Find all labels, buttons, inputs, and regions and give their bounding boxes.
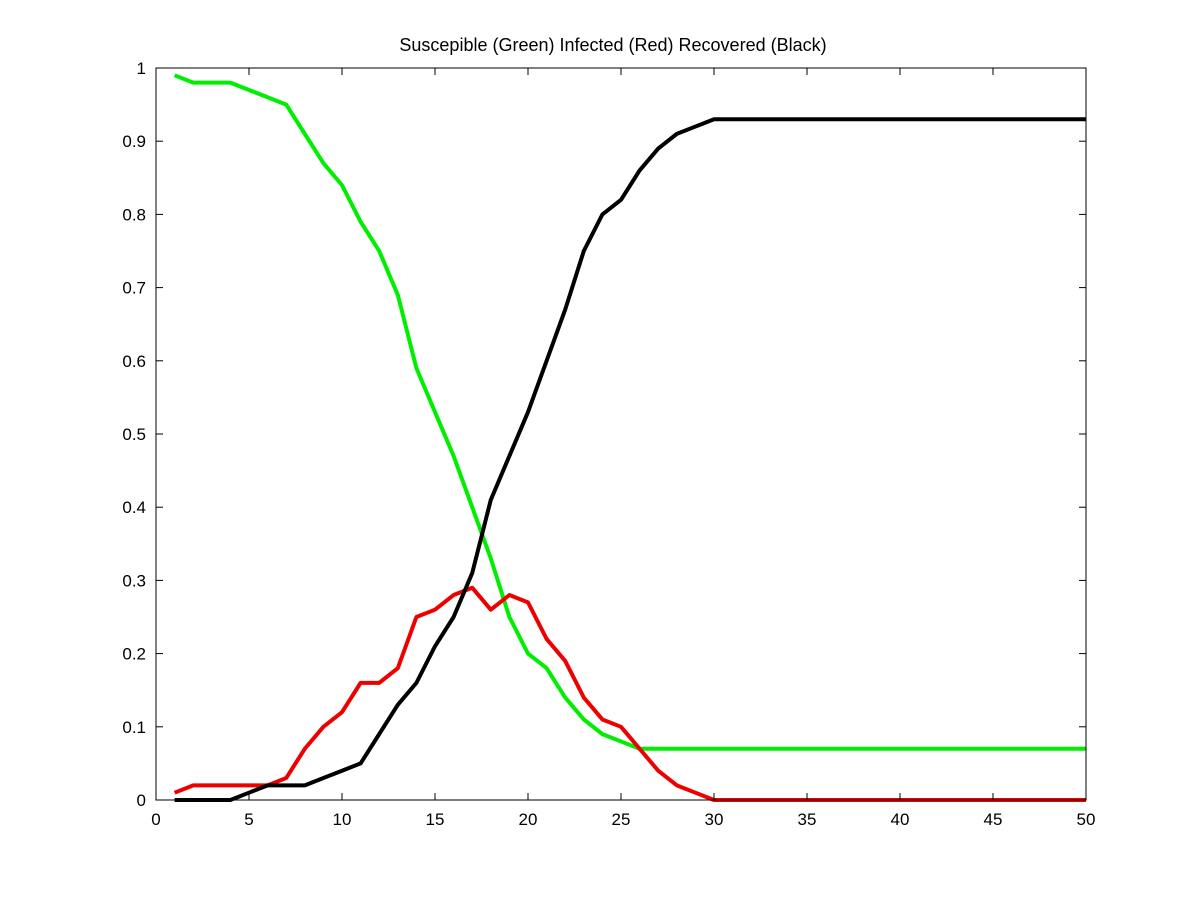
x-tick-label: 40 (891, 810, 910, 829)
x-tick-label: 15 (426, 810, 445, 829)
x-tick-label: 25 (612, 810, 631, 829)
y-tick-label: 0.8 (122, 205, 146, 224)
y-tick-label: 0.3 (122, 571, 146, 590)
y-tick-label: 0.7 (122, 279, 146, 298)
x-tick-label: 10 (333, 810, 352, 829)
y-tick-label: 0.1 (122, 718, 146, 737)
chart-title: Suscepible (Green) Infected (Red) Recove… (399, 35, 826, 55)
series-line-recovered (174, 117, 1086, 802)
x-tick-label: 35 (798, 810, 817, 829)
y-tick-label: 1 (137, 59, 146, 78)
series-line-susceptible (173, 73, 1086, 751)
x-tick-label: 45 (984, 810, 1003, 829)
y-tick-label: 0.4 (122, 498, 146, 517)
ticks-layer: 0 5 10 15 20 25 30 35 40 45 50 0 0.1 0.2 0.3 0.4 0.5 0.6 0… (122, 59, 1095, 829)
y-tick-label: 0.9 (122, 132, 146, 151)
x-tick-label: 20 (519, 810, 538, 829)
x-tick-label: 0 (151, 810, 160, 829)
y-tick-label: 0.6 (122, 352, 146, 371)
x-tick-label: 5 (244, 810, 253, 829)
y-tick-label: 0.2 (122, 645, 146, 664)
y-tick-label: 0.5 (122, 425, 146, 444)
x-tick-label: 50 (1077, 810, 1096, 829)
x-tick-label: 30 (705, 810, 724, 829)
y-tick-label: 0 (137, 791, 146, 810)
